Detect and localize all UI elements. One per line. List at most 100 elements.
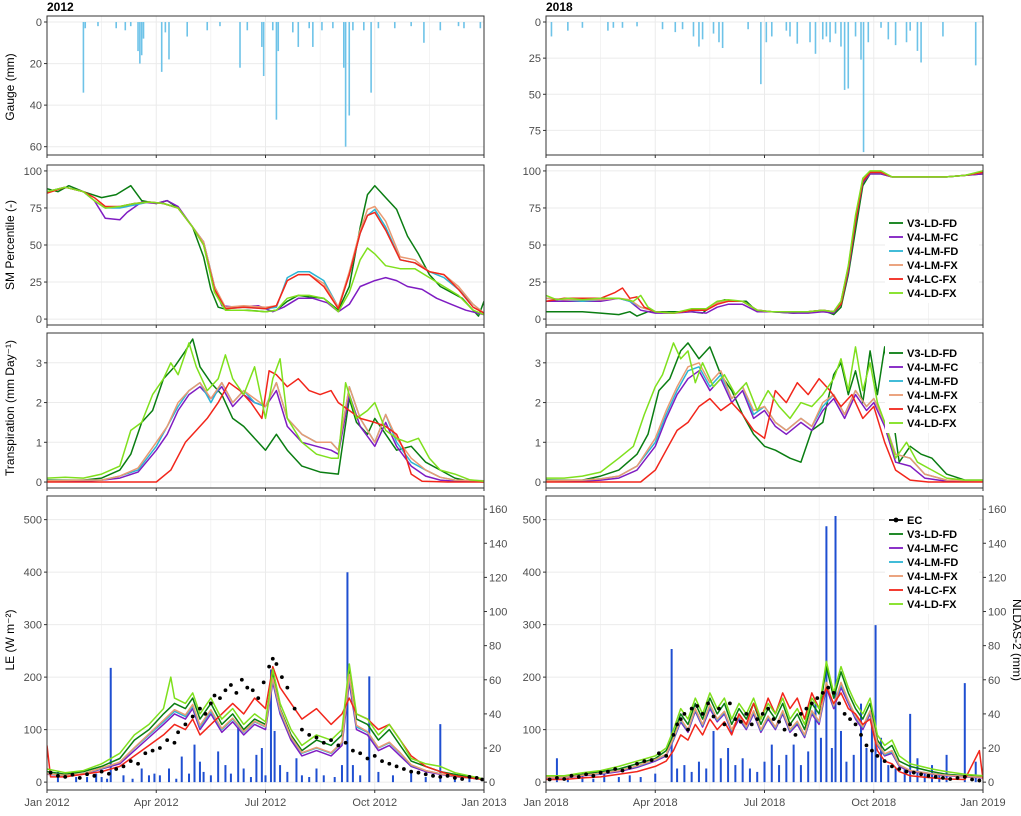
y-tick-label: 75	[529, 125, 541, 137]
y-tick-label: 0	[36, 17, 42, 29]
ec-point	[717, 706, 721, 711]
ec-point	[107, 771, 111, 776]
legend-item: V4-LM-FD	[889, 246, 958, 258]
ec-point	[904, 769, 909, 774]
ec-point	[128, 759, 133, 764]
ec-point	[627, 765, 632, 770]
ec-point	[229, 683, 233, 687]
legend-item: V3-LD-FD	[889, 529, 957, 541]
y2-tick-label: 60	[988, 675, 1000, 687]
ec-point	[613, 767, 618, 771]
legend-label: V4-LC-FX	[907, 585, 957, 597]
legend-item: V4-LC-FX	[889, 585, 957, 597]
ec-point	[941, 776, 945, 780]
ec-point	[365, 756, 370, 761]
ec-point	[576, 774, 581, 779]
panel-sm-2018: 0 25 50 75 100 V3-LD-FD V4-LM-FC V4-LM-FD V4-LM-…	[523, 164, 984, 328]
series-line-v4-lc-fx	[47, 370, 484, 483]
x-tick-label: Jan 2013	[461, 797, 506, 809]
ec-point	[416, 770, 421, 775]
ec-point	[809, 701, 814, 706]
ec-point	[744, 711, 749, 716]
ec-point	[452, 776, 457, 780]
series-line-v4-ld-fx	[47, 186, 484, 316]
y-tick-label: 2	[535, 398, 541, 410]
ec-point	[423, 772, 428, 777]
y2-tick-label: 0	[489, 777, 495, 789]
ec-points	[48, 656, 484, 782]
ec-point	[336, 743, 341, 748]
legend-label: EC	[907, 515, 922, 527]
ec-point	[584, 772, 588, 777]
legend-item: V4-LM-FX	[889, 390, 958, 402]
ec-point	[837, 701, 842, 706]
y-tick-label: 0	[36, 314, 42, 326]
y-tick-label: 40	[30, 100, 42, 112]
y2-tick-label: 140	[988, 538, 1006, 550]
ec-point	[136, 761, 140, 766]
ec-point	[749, 722, 754, 727]
y2-tick-label: 160	[988, 504, 1006, 516]
legend-label: V4-LM-FC	[907, 362, 958, 374]
ec-point	[831, 690, 836, 695]
y-tick-label: 2	[36, 398, 42, 410]
ec-point	[686, 727, 690, 732]
y-tick-label: 0	[535, 314, 541, 326]
ec-point	[300, 727, 304, 732]
ec-point	[649, 758, 654, 762]
panel-gauge-2018: 0 25 50 75	[529, 15, 984, 158]
legend-item: V3-LD-FD	[889, 218, 957, 230]
ec-point	[890, 764, 894, 769]
ec-point	[815, 696, 820, 701]
ec-point	[92, 773, 97, 778]
x-tick-label: Jan 2012	[24, 797, 69, 809]
y2-tick-label: 80	[489, 641, 501, 653]
panel-le-2018: 0 100 200 300 400 500 0 20 40 60 80 100 120 140 160 Jan…	[523, 495, 1006, 809]
legend-label: V4-LC-FX	[907, 404, 957, 416]
x-tick-label: Jul 2012	[245, 797, 287, 809]
ec-point	[183, 722, 188, 727]
legend-item: V4-LC-FX	[889, 274, 957, 286]
legend-label: V4-LD-FX	[907, 288, 957, 300]
legend: EC V3-LD-FD V4-LM-FC V4-LM-FD V4-LM-FX V4-LC-…	[885, 510, 979, 614]
ec-point	[671, 732, 676, 737]
series-line-v4-ld-fx	[47, 342, 484, 482]
ec-point	[343, 740, 348, 745]
y-tick-label: 75	[529, 203, 541, 215]
ec-point	[114, 767, 119, 771]
ec-point	[208, 701, 213, 706]
ec-point	[635, 761, 639, 766]
ec-point	[591, 773, 596, 778]
panel-transpiration-2018: 0 1 2 3 V3-LD-FD V4-LM-FC V4-LM-FD V4-LM-FX V4-L…	[535, 332, 984, 491]
legend-item: V4-LD-FX	[889, 599, 957, 611]
series-line-v4-ld-fx	[546, 660, 983, 777]
y2-tick-label: 100	[489, 607, 507, 619]
plot-area	[550, 22, 977, 153]
ec-point	[239, 677, 244, 682]
ec-point	[267, 664, 272, 669]
ec-point	[788, 722, 792, 727]
series-line-v4-ld-fx	[47, 663, 484, 780]
ec-point	[223, 688, 228, 693]
x-tick-label: Oct 2018	[851, 797, 896, 809]
ec-point	[682, 711, 687, 716]
y-tick-label: 500	[523, 515, 541, 527]
y2-tick-label: 160	[489, 504, 507, 516]
ec-point	[760, 711, 765, 716]
y-tick-label: 200	[24, 672, 42, 684]
ec-point	[480, 777, 484, 782]
legend-label: V4-LD-FX	[907, 418, 957, 430]
ec-point	[63, 774, 68, 779]
ec-point	[864, 743, 869, 748]
y-tick-label: 25	[30, 277, 42, 289]
ec-point	[664, 753, 669, 758]
legend-label: V4-LM-FD	[907, 557, 958, 569]
ec-point	[321, 740, 326, 745]
ec-point	[547, 777, 552, 782]
y2-tick-label: 120	[988, 572, 1006, 584]
ec-point	[562, 777, 567, 781]
legend-swatch-point	[893, 517, 899, 523]
y2-tick-label: 60	[489, 675, 501, 687]
y-tick-label: 0	[535, 777, 541, 789]
